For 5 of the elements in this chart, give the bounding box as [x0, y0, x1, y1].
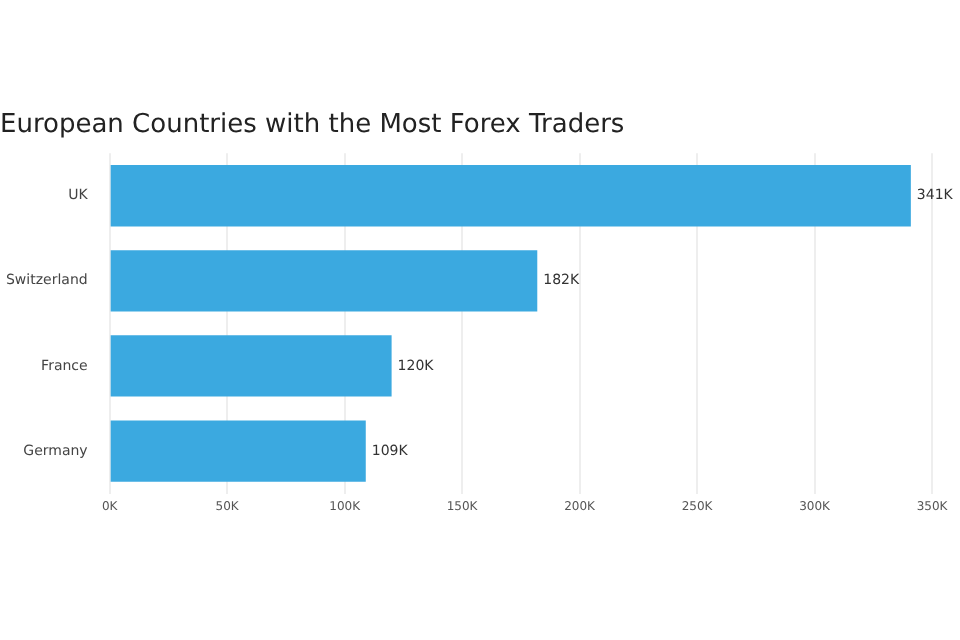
bar [110, 250, 538, 312]
bar [110, 165, 911, 227]
bar [110, 420, 366, 482]
bar [110, 335, 392, 397]
chart-title: European Countries with the Most Forex Traders [0, 110, 625, 141]
